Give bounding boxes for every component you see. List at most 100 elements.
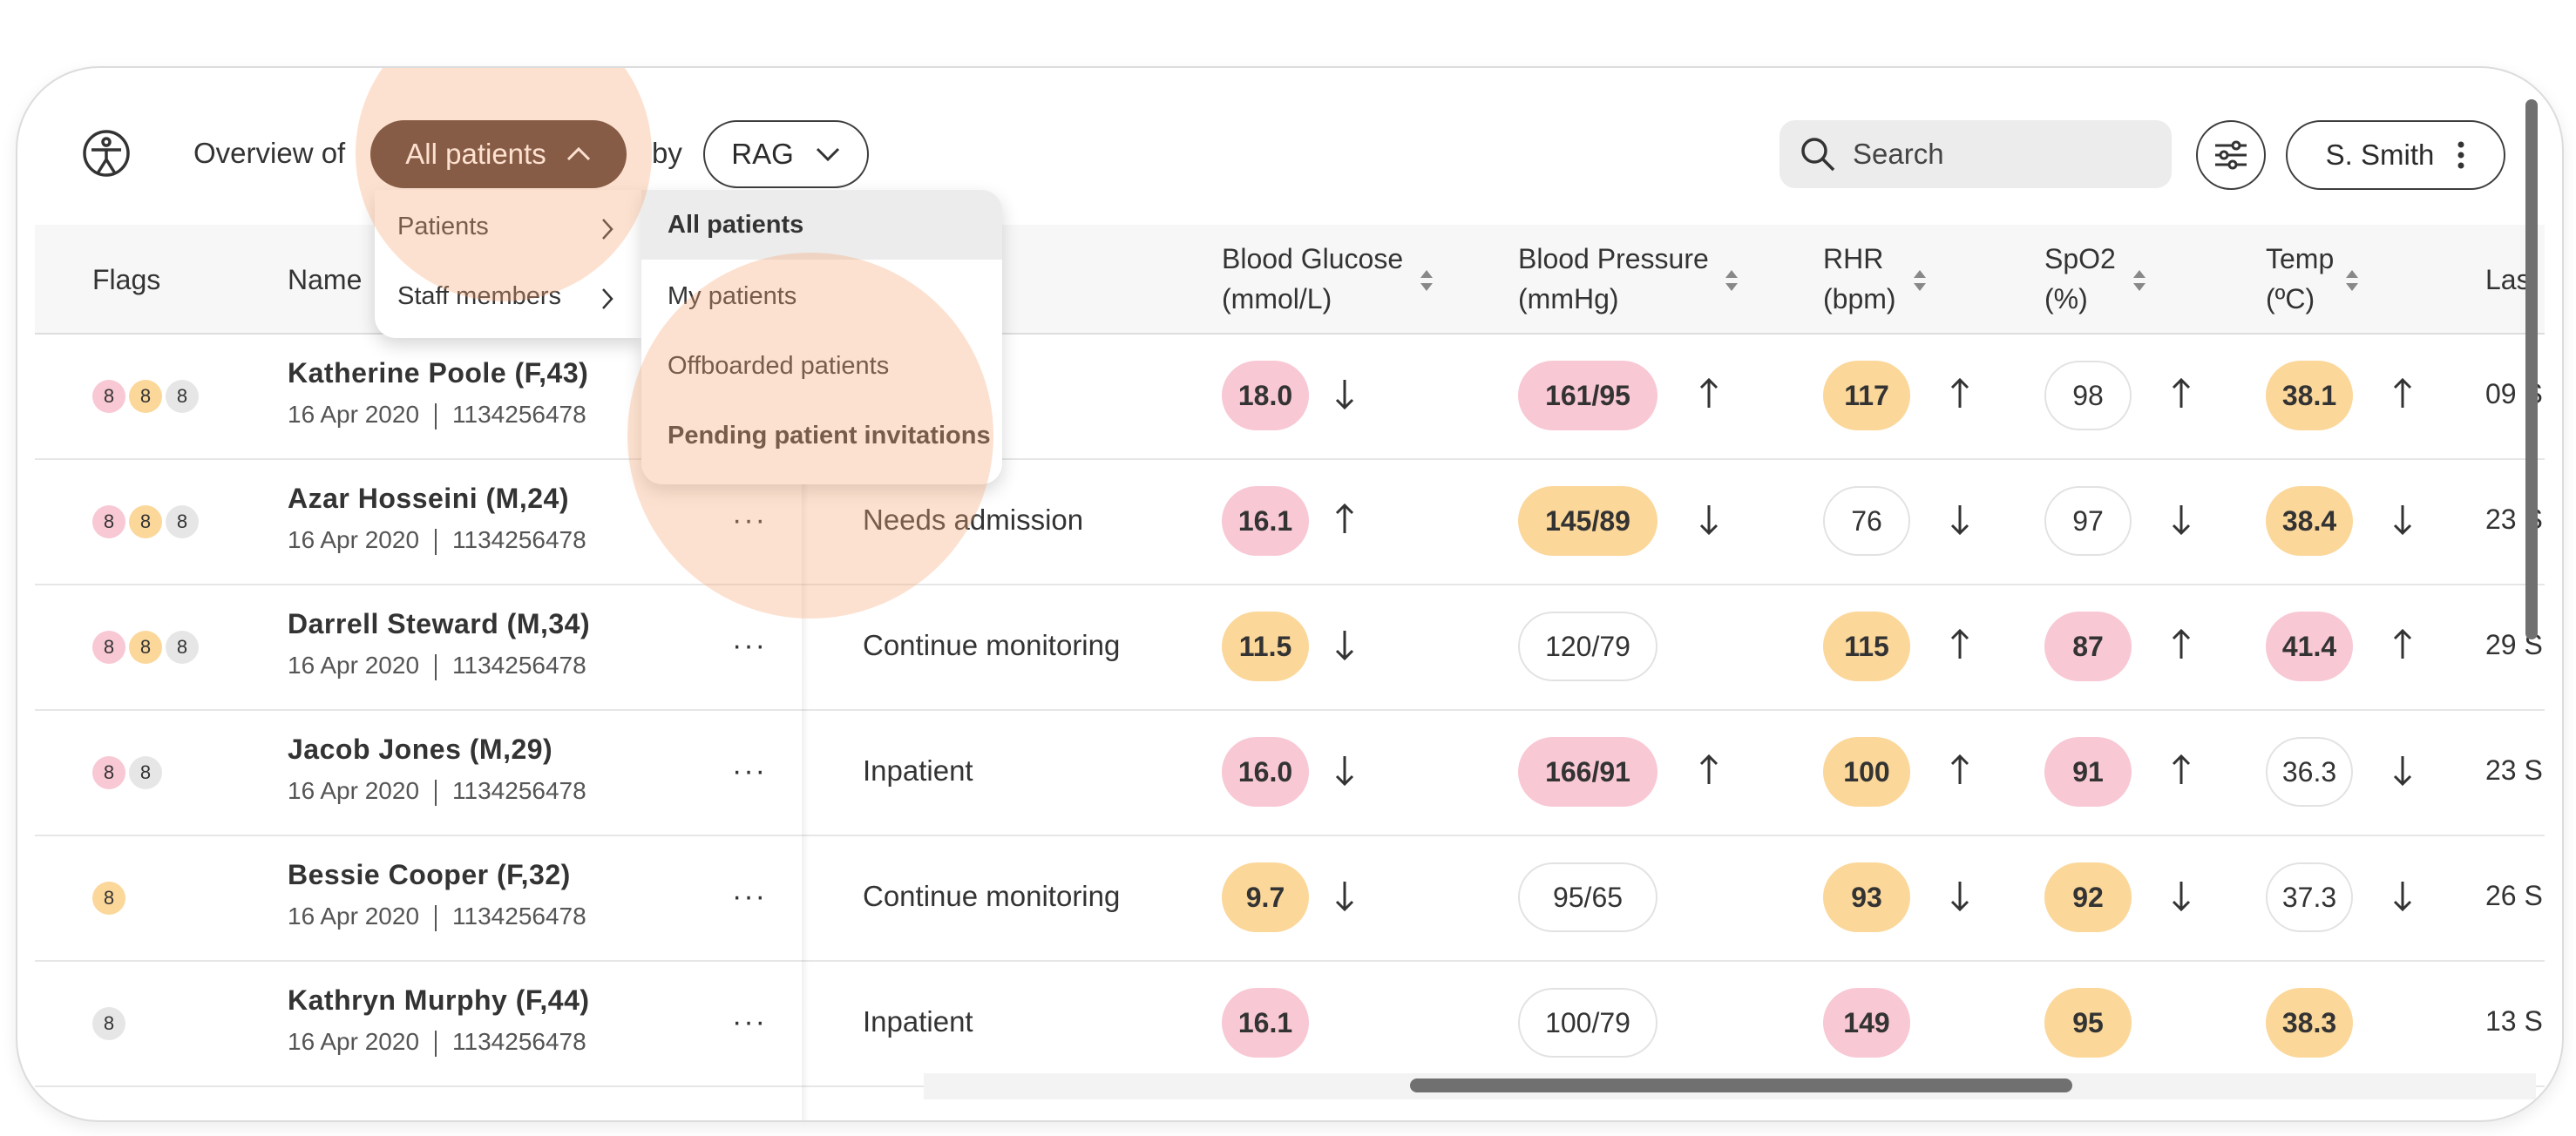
trend-down-arrow-icon	[2391, 878, 2414, 913]
rhr-value[interactable]: 115	[1823, 612, 1910, 681]
flag-badge[interactable]: 8	[92, 380, 125, 413]
flag-badge[interactable]: 8	[92, 882, 125, 915]
rhr-value[interactable]: 76	[1823, 486, 1910, 556]
menu-item-my-patients[interactable]: My patients	[668, 281, 797, 310]
blood-pressure-value[interactable]: 145/89	[1518, 486, 1657, 556]
glucose-value[interactable]: 16.1	[1222, 988, 1309, 1058]
table-row[interactable]: 8 8 8 Katherine Poole (F,43) 16 Apr 2020 1134…	[35, 333, 2545, 460]
trend-down-arrow-icon	[1333, 753, 1356, 788]
table-row[interactable]: 8 8 8 Darrell Steward (M,34) 16 Apr 2020 1134…	[35, 584, 2545, 711]
blood-pressure-value[interactable]: 120/79	[1518, 612, 1657, 681]
search-input[interactable]	[1851, 137, 2151, 172]
glucose-value[interactable]: 18.0	[1222, 361, 1309, 430]
row-actions-button[interactable]: ···	[732, 1005, 767, 1038]
filter-settings-button[interactable]	[2196, 120, 2266, 190]
rhr-value[interactable]: 149	[1823, 988, 1910, 1058]
flag-badge[interactable]: 8	[129, 756, 162, 789]
flag-badge[interactable]: 8	[92, 631, 125, 664]
user-menu-button[interactable]: S. Smith	[2286, 120, 2505, 190]
blood-pressure-value[interactable]: 95/65	[1518, 862, 1657, 932]
flag-badge[interactable]: 8	[166, 380, 199, 413]
table-row[interactable]: 8 8 8 Azar Hosseini (M,24) 16 Apr 2020 113425…	[35, 458, 2545, 585]
table-row[interactable]: 8 8 Jacob Jones (M,29) 16 Apr 2020 113425647…	[35, 709, 2545, 836]
sort-icon[interactable]	[1419, 268, 1434, 293]
vertical-scrollbar-thumb[interactable]	[2525, 99, 2538, 639]
patient-id: 1134256478	[452, 652, 586, 679]
header-blood-glucose[interactable]: Blood Glucose (mmol/L)	[1222, 239, 1403, 319]
temp-value[interactable]: 38.4	[2266, 486, 2353, 556]
header-temp[interactable]: Temp (ºC)	[2266, 239, 2334, 319]
patient-name[interactable]: Darrell Steward (M,34)	[288, 608, 591, 639]
rhr-value[interactable]: 117	[1823, 361, 1910, 430]
row-actions-button[interactable]: ···	[732, 880, 767, 913]
flag-badge[interactable]: 8	[129, 505, 162, 538]
patient-name[interactable]: Azar Hosseini (M,24)	[288, 483, 569, 514]
spo2-value[interactable]: 92	[2044, 862, 2132, 932]
trend-down-arrow-icon	[1949, 502, 1971, 537]
temp-value[interactable]: 38.3	[2266, 988, 2353, 1058]
glucose-value[interactable]: 11.5	[1222, 612, 1309, 681]
table-row[interactable]: 8 Kathryn Murphy (F,44) 16 Apr 2020 1134256…	[35, 960, 2545, 1087]
patient-name[interactable]: Bessie Cooper (F,32)	[288, 859, 571, 890]
temp-value[interactable]: 36.3	[2266, 737, 2353, 807]
row-actions-button[interactable]: ···	[732, 504, 767, 537]
search-box[interactable]	[1779, 120, 2172, 188]
flag-badge[interactable]: 8	[166, 505, 199, 538]
menu-item-all-patients[interactable]: All patients	[641, 190, 1002, 260]
trend-down-arrow-icon	[2391, 753, 2414, 788]
header-bp-label: Blood Pressure	[1518, 243, 1709, 274]
header-spo2[interactable]: SpO2 (%)	[2044, 239, 2116, 319]
header-last[interactable]: Las	[2485, 264, 2531, 295]
grouping-label: RAG	[731, 138, 794, 170]
trend-up-arrow-icon	[2391, 376, 2414, 411]
spo2-value[interactable]: 95	[2044, 988, 2132, 1058]
rhr-value[interactable]: 100	[1823, 737, 1910, 807]
spo2-value[interactable]: 98	[2044, 361, 2132, 430]
glucose-value[interactable]: 16.0	[1222, 737, 1309, 807]
glucose-value[interactable]: 16.1	[1222, 486, 1309, 556]
header-rhr[interactable]: RHR (bpm)	[1823, 239, 1896, 319]
rhr-value[interactable]: 93	[1823, 862, 1910, 932]
menu-item-patients[interactable]: Patients	[397, 213, 489, 240]
blood-pressure-value[interactable]: 166/91	[1518, 737, 1657, 807]
flag-badge[interactable]: 8	[129, 380, 162, 413]
patient-name[interactable]: Jacob Jones (M,29)	[288, 734, 553, 765]
header-name[interactable]: Name	[288, 260, 362, 300]
temp-value[interactable]: 37.3	[2266, 862, 2353, 932]
horizontal-scrollbar-thumb[interactable]	[1410, 1079, 2072, 1092]
sort-icon[interactable]	[1912, 268, 1928, 293]
menu-item-offboarded-patients[interactable]: Offboarded patients	[668, 351, 890, 380]
row-actions-button[interactable]: ···	[732, 754, 767, 788]
temp-value[interactable]: 38.1	[2266, 361, 2353, 430]
flag-badge[interactable]: 8	[92, 756, 125, 789]
trend-up-arrow-icon	[2170, 376, 2193, 411]
patient-name[interactable]: Katherine Poole (F,43)	[288, 357, 589, 389]
frozen-column-shadow	[802, 225, 809, 1120]
logo-icon[interactable]	[78, 125, 134, 181]
menu-item-staff-members[interactable]: Staff members	[397, 282, 562, 310]
flag-badge[interactable]: 8	[166, 631, 199, 664]
glucose-value[interactable]: 9.7	[1222, 862, 1309, 932]
sort-icon[interactable]	[1724, 268, 1739, 293]
blood-pressure-value[interactable]: 161/95	[1518, 361, 1657, 430]
blood-pressure-value[interactable]: 100/79	[1518, 988, 1657, 1058]
grouping-select[interactable]: RAG	[703, 120, 869, 188]
temp-value[interactable]: 41.4	[2266, 612, 2353, 681]
table-row[interactable]: 8 Bessie Cooper (F,32) 16 Apr 2020 11342564…	[35, 835, 2545, 962]
patient-meta: 16 Apr 2020 1134256478	[288, 777, 586, 806]
flag-badge[interactable]: 8	[129, 631, 162, 664]
patient-name[interactable]: Kathryn Murphy (F,44)	[288, 984, 590, 1016]
flag-badge[interactable]: 8	[92, 1007, 125, 1040]
row-actions-button[interactable]: ···	[732, 629, 767, 662]
spo2-value[interactable]: 97	[2044, 486, 2132, 556]
header-blood-pressure[interactable]: Blood Pressure (mmHg)	[1518, 239, 1709, 319]
spo2-value[interactable]: 87	[2044, 612, 2132, 681]
last-reading-date: 23 S	[2485, 754, 2543, 786]
sort-icon[interactable]	[2344, 268, 2360, 293]
spo2-value[interactable]: 91	[2044, 737, 2132, 807]
flag-badge[interactable]: 8	[92, 505, 125, 538]
menu-item-pending-invitations[interactable]: Pending patient invitations	[668, 421, 991, 450]
patients-filter-button[interactable]: All patients	[370, 120, 627, 188]
sort-icon[interactable]	[2132, 268, 2147, 293]
